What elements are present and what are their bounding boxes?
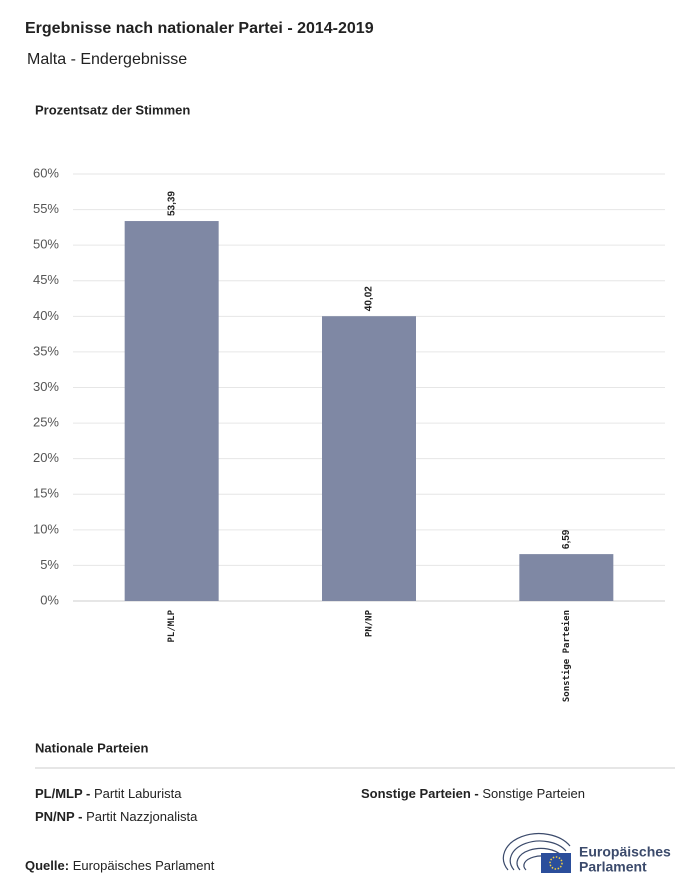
logo-text: Europäisches [579, 844, 671, 860]
y-axis-label: Prozentsatz der Stimmen [35, 102, 190, 117]
bar [124, 221, 219, 601]
value-label: 40,02 [364, 286, 375, 311]
bar [519, 554, 614, 601]
y-tick-label: 20% [33, 450, 59, 465]
y-tick-label: 40% [33, 308, 59, 323]
x-tick-label: PN/NP [365, 609, 375, 637]
y-tick-label: 55% [33, 201, 59, 216]
logo-text: Parlament [579, 859, 647, 875]
bar [322, 316, 416, 601]
y-tick-label: 30% [33, 379, 59, 394]
x-tick-label: Sonstige Parteien [561, 610, 572, 702]
legend-item: Sonstige Parteien - Sonstige Parteien [361, 786, 585, 801]
y-tick-label: 25% [33, 415, 59, 430]
legend-item: PL/MLP - Partit Laburista [35, 786, 182, 801]
value-label: 53,39 [166, 191, 177, 216]
legend-title: Nationale Parteien [35, 740, 148, 755]
legend-item: PN/NP - Partit Nazzjonalista [35, 809, 198, 824]
y-tick-label: 0% [40, 592, 59, 607]
chart-title: Ergebnisse nach nationaler Partei - 2014… [25, 20, 374, 37]
chart-subtitle: Malta - Endergebnisse [27, 51, 187, 68]
y-tick-label: 15% [33, 486, 59, 501]
y-tick-label: 45% [33, 272, 59, 287]
x-tick-label: PL/MLP [167, 609, 177, 642]
y-tick-label: 5% [40, 557, 59, 572]
source: Quelle: Europäisches Parlament [25, 858, 215, 873]
logo: Europäisches Parlament [502, 833, 671, 875]
value-label: 6,59 [561, 529, 572, 549]
y-tick-label: 35% [33, 343, 59, 358]
y-tick-label: 10% [33, 521, 59, 536]
y-tick-label: 50% [33, 237, 59, 252]
y-tick-label: 60% [33, 165, 59, 180]
